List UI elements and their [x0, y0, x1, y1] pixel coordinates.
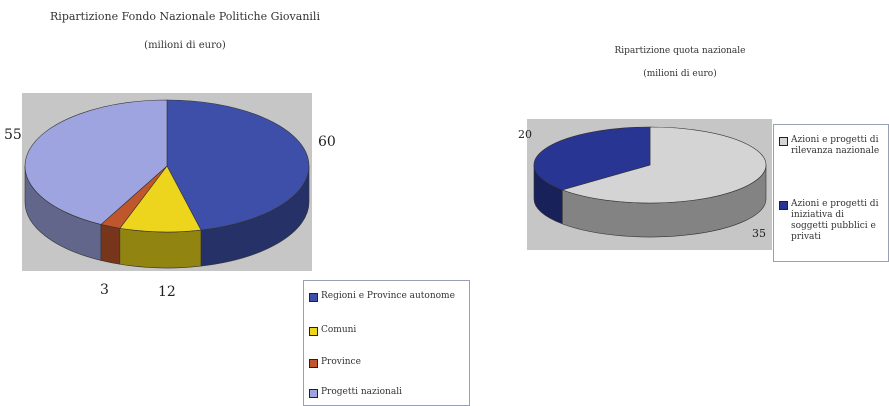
pie-slice — [24, 99, 168, 225]
chart2-label-rilevanza: 35 — [752, 227, 766, 240]
legend-label: Progetti nazionali — [321, 387, 402, 397]
legend-swatch — [309, 293, 318, 302]
legend-swatch — [309, 327, 318, 336]
chart1-label-comuni: 12 — [158, 284, 176, 300]
legend-label: Azioni e progetti di iniziativa di sogge… — [791, 199, 879, 242]
pie-slice — [561, 126, 767, 204]
chart1-label-progetti: 55 — [4, 127, 22, 143]
legend-swatch — [779, 137, 788, 146]
pie-slice — [119, 165, 202, 233]
legend-item: Progetti nazionali — [309, 387, 402, 398]
chart1-legend: Regioni e Province autonome Comuni Provi… — [303, 280, 470, 406]
pie-slice — [166, 99, 310, 231]
legend-item: Comuni — [309, 325, 356, 336]
legend-label: Province — [321, 357, 361, 367]
legend-label: Regioni e Province autonome — [321, 291, 455, 301]
legend-item: Azioni e progetti di rilevanza nazionale — [779, 135, 883, 157]
chart2-label-iniziativa: 20 — [518, 128, 532, 141]
chart1-label-regioni: 60 — [318, 134, 336, 150]
legend-swatch — [779, 201, 788, 210]
legend-swatch — [309, 359, 318, 368]
legend-item: Azioni e progetti di iniziativa di sogge… — [779, 199, 883, 243]
chart2-legend: Azioni e progetti di rilevanza nazionale… — [773, 124, 889, 262]
legend-item: Province — [309, 357, 361, 368]
chart2-subtitle: (milioni di euro) — [643, 69, 717, 79]
legend-label: Comuni — [321, 325, 357, 335]
pie-slice — [533, 126, 651, 191]
chart1-label-province: 3 — [100, 282, 109, 298]
chart1-subtitle: (milioni di euro) — [144, 40, 226, 51]
legend-swatch — [309, 389, 318, 398]
legend-label: Azioni e progetti di rilevanza nazionale — [791, 135, 880, 156]
chart1-title: Ripartizione Fondo Nazionale Politiche G… — [50, 10, 320, 23]
legend-item: Regioni e Province autonome — [309, 291, 455, 302]
chart2-title: Ripartizione quota nazionale — [614, 46, 746, 56]
